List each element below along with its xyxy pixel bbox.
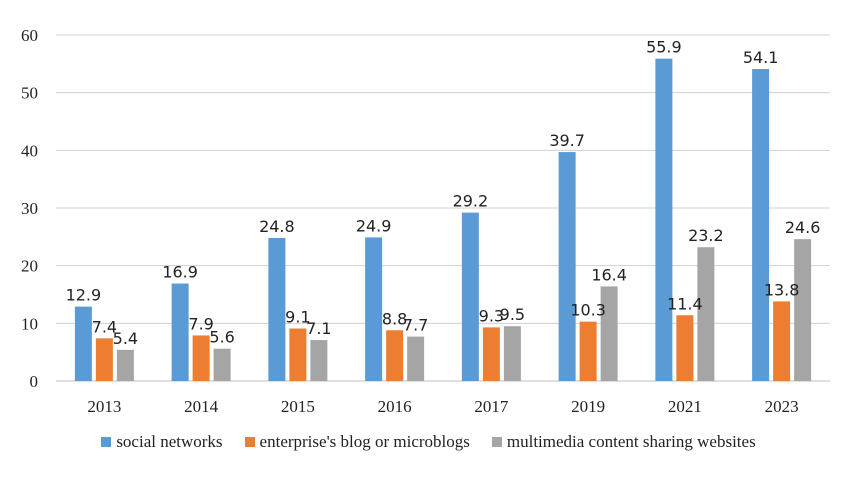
data-label-2013-series-1: 7.4 <box>92 317 117 336</box>
data-label-2017-series-0: 29.2 <box>453 192 489 211</box>
bar-2023-series-1 <box>773 301 791 381</box>
legend-label: social networks <box>116 432 223 451</box>
data-label-2015-series-1: 9.1 <box>285 308 310 327</box>
data-label-2023-series-0: 54.1 <box>743 48 779 67</box>
data-labels: 12.9 7.45.4 16.9 7.95.6 24.8 9.17.1 24.9 8.87.7… <box>66 38 821 348</box>
x-tick-label: 2015 <box>281 397 315 416</box>
legend-label: multimedia content sharing websites <box>506 432 756 451</box>
data-label-2014-series-1: 7.9 <box>188 314 213 333</box>
bar-2021-series-1 <box>676 315 694 381</box>
y-tick-label: 20 <box>21 257 38 276</box>
bar-2014-series-2 <box>213 348 231 381</box>
bar-2023-series-2 <box>794 239 812 381</box>
data-label-2019-series-1: 10.3 <box>570 301 606 320</box>
legend-swatch <box>101 437 112 447</box>
data-label-2021-series-0: 55.9 <box>646 38 682 57</box>
data-label-2017-series-2: 9.5 <box>500 305 525 324</box>
bar-2017-series-1 <box>482 327 500 381</box>
bar-2015-series-0 <box>268 237 286 381</box>
legend-swatch <box>491 437 502 447</box>
bar-2013-series-2 <box>116 349 134 381</box>
legend-swatch <box>244 437 255 447</box>
data-label-2013-series-2: 5.4 <box>113 329 138 348</box>
bar-2019-series-1 <box>579 321 597 381</box>
data-label-2023-series-1: 13.8 <box>764 280 800 299</box>
data-label-2021-series-1: 11.4 <box>667 294 703 313</box>
data-label-2017-series-1: 9.3 <box>479 306 504 325</box>
bars <box>74 58 812 382</box>
data-label-2015-series-0: 24.8 <box>259 217 295 236</box>
data-label-2014-series-2: 5.6 <box>209 328 234 347</box>
data-label-2013-series-0: 12.9 <box>66 286 102 305</box>
data-label-2023-series-2: 24.6 <box>785 218 821 237</box>
data-label-2019-series-0: 39.7 <box>549 131 585 150</box>
x-tick-label: 2023 <box>765 397 799 416</box>
legend-item-series-1: enterprise's blog or microblogs <box>244 432 470 452</box>
bar-2013-series-0 <box>74 306 92 381</box>
data-label-2019-series-2: 16.4 <box>591 265 627 284</box>
bar-chart: 0 10 20 30 40 50 60 12.9 7.45.4 16.9 7.95.6 24.8 9.… <box>21 26 830 416</box>
y-axis-ticks: 0 10 20 30 40 50 60 <box>21 26 38 391</box>
y-tick-label: 60 <box>21 26 38 45</box>
bar-2019-series-0 <box>558 152 576 381</box>
bar-2023-series-0 <box>752 69 770 382</box>
bar-2017-series-0 <box>461 212 479 381</box>
data-label-2015-series-2: 7.1 <box>306 319 331 338</box>
data-label-2014-series-0: 16.9 <box>162 263 198 282</box>
x-tick-label: 2016 <box>378 397 412 416</box>
bar-2016-series-2 <box>407 336 425 381</box>
x-tick-label: 2013 <box>87 397 121 416</box>
bar-2016-series-1 <box>386 330 404 381</box>
x-tick-label: 2019 <box>571 397 605 416</box>
x-tick-label: 2021 <box>668 397 702 416</box>
legend: social networks enterprise's blog or micr… <box>0 432 857 452</box>
bar-2015-series-1 <box>289 328 307 381</box>
y-tick-label: 40 <box>21 141 38 160</box>
data-label-2016-series-1: 8.8 <box>382 309 407 328</box>
bar-2013-series-1 <box>95 338 113 381</box>
bar-2021-series-0 <box>655 58 673 381</box>
bar-2017-series-2 <box>503 326 521 381</box>
x-tick-label: 2014 <box>184 397 219 416</box>
bar-2019-series-2 <box>600 286 618 381</box>
y-tick-label: 10 <box>21 314 38 333</box>
x-axis-ticks: 2013 2014 2015 2016 2017 2019 2021 2023 <box>87 397 798 416</box>
y-tick-label: 0 <box>30 372 39 391</box>
y-tick-label: 50 <box>21 84 38 103</box>
bar-2016-series-0 <box>365 237 383 381</box>
data-label-2016-series-0: 24.9 <box>356 216 392 235</box>
legend-item-series-0: social networks <box>101 432 223 452</box>
legend-item-series-2: multimedia content sharing websites <box>491 432 756 452</box>
y-tick-label: 30 <box>21 199 38 218</box>
bar-2021-series-2 <box>697 247 715 381</box>
x-tick-label: 2017 <box>474 397 509 416</box>
data-label-2016-series-2: 7.7 <box>403 316 428 335</box>
bar-2015-series-2 <box>310 340 328 381</box>
legend-label: enterprise's blog or microblogs <box>259 432 470 451</box>
bar-2014-series-0 <box>171 283 189 381</box>
data-label-2021-series-2: 23.2 <box>688 226 724 245</box>
bar-2014-series-1 <box>192 335 210 381</box>
